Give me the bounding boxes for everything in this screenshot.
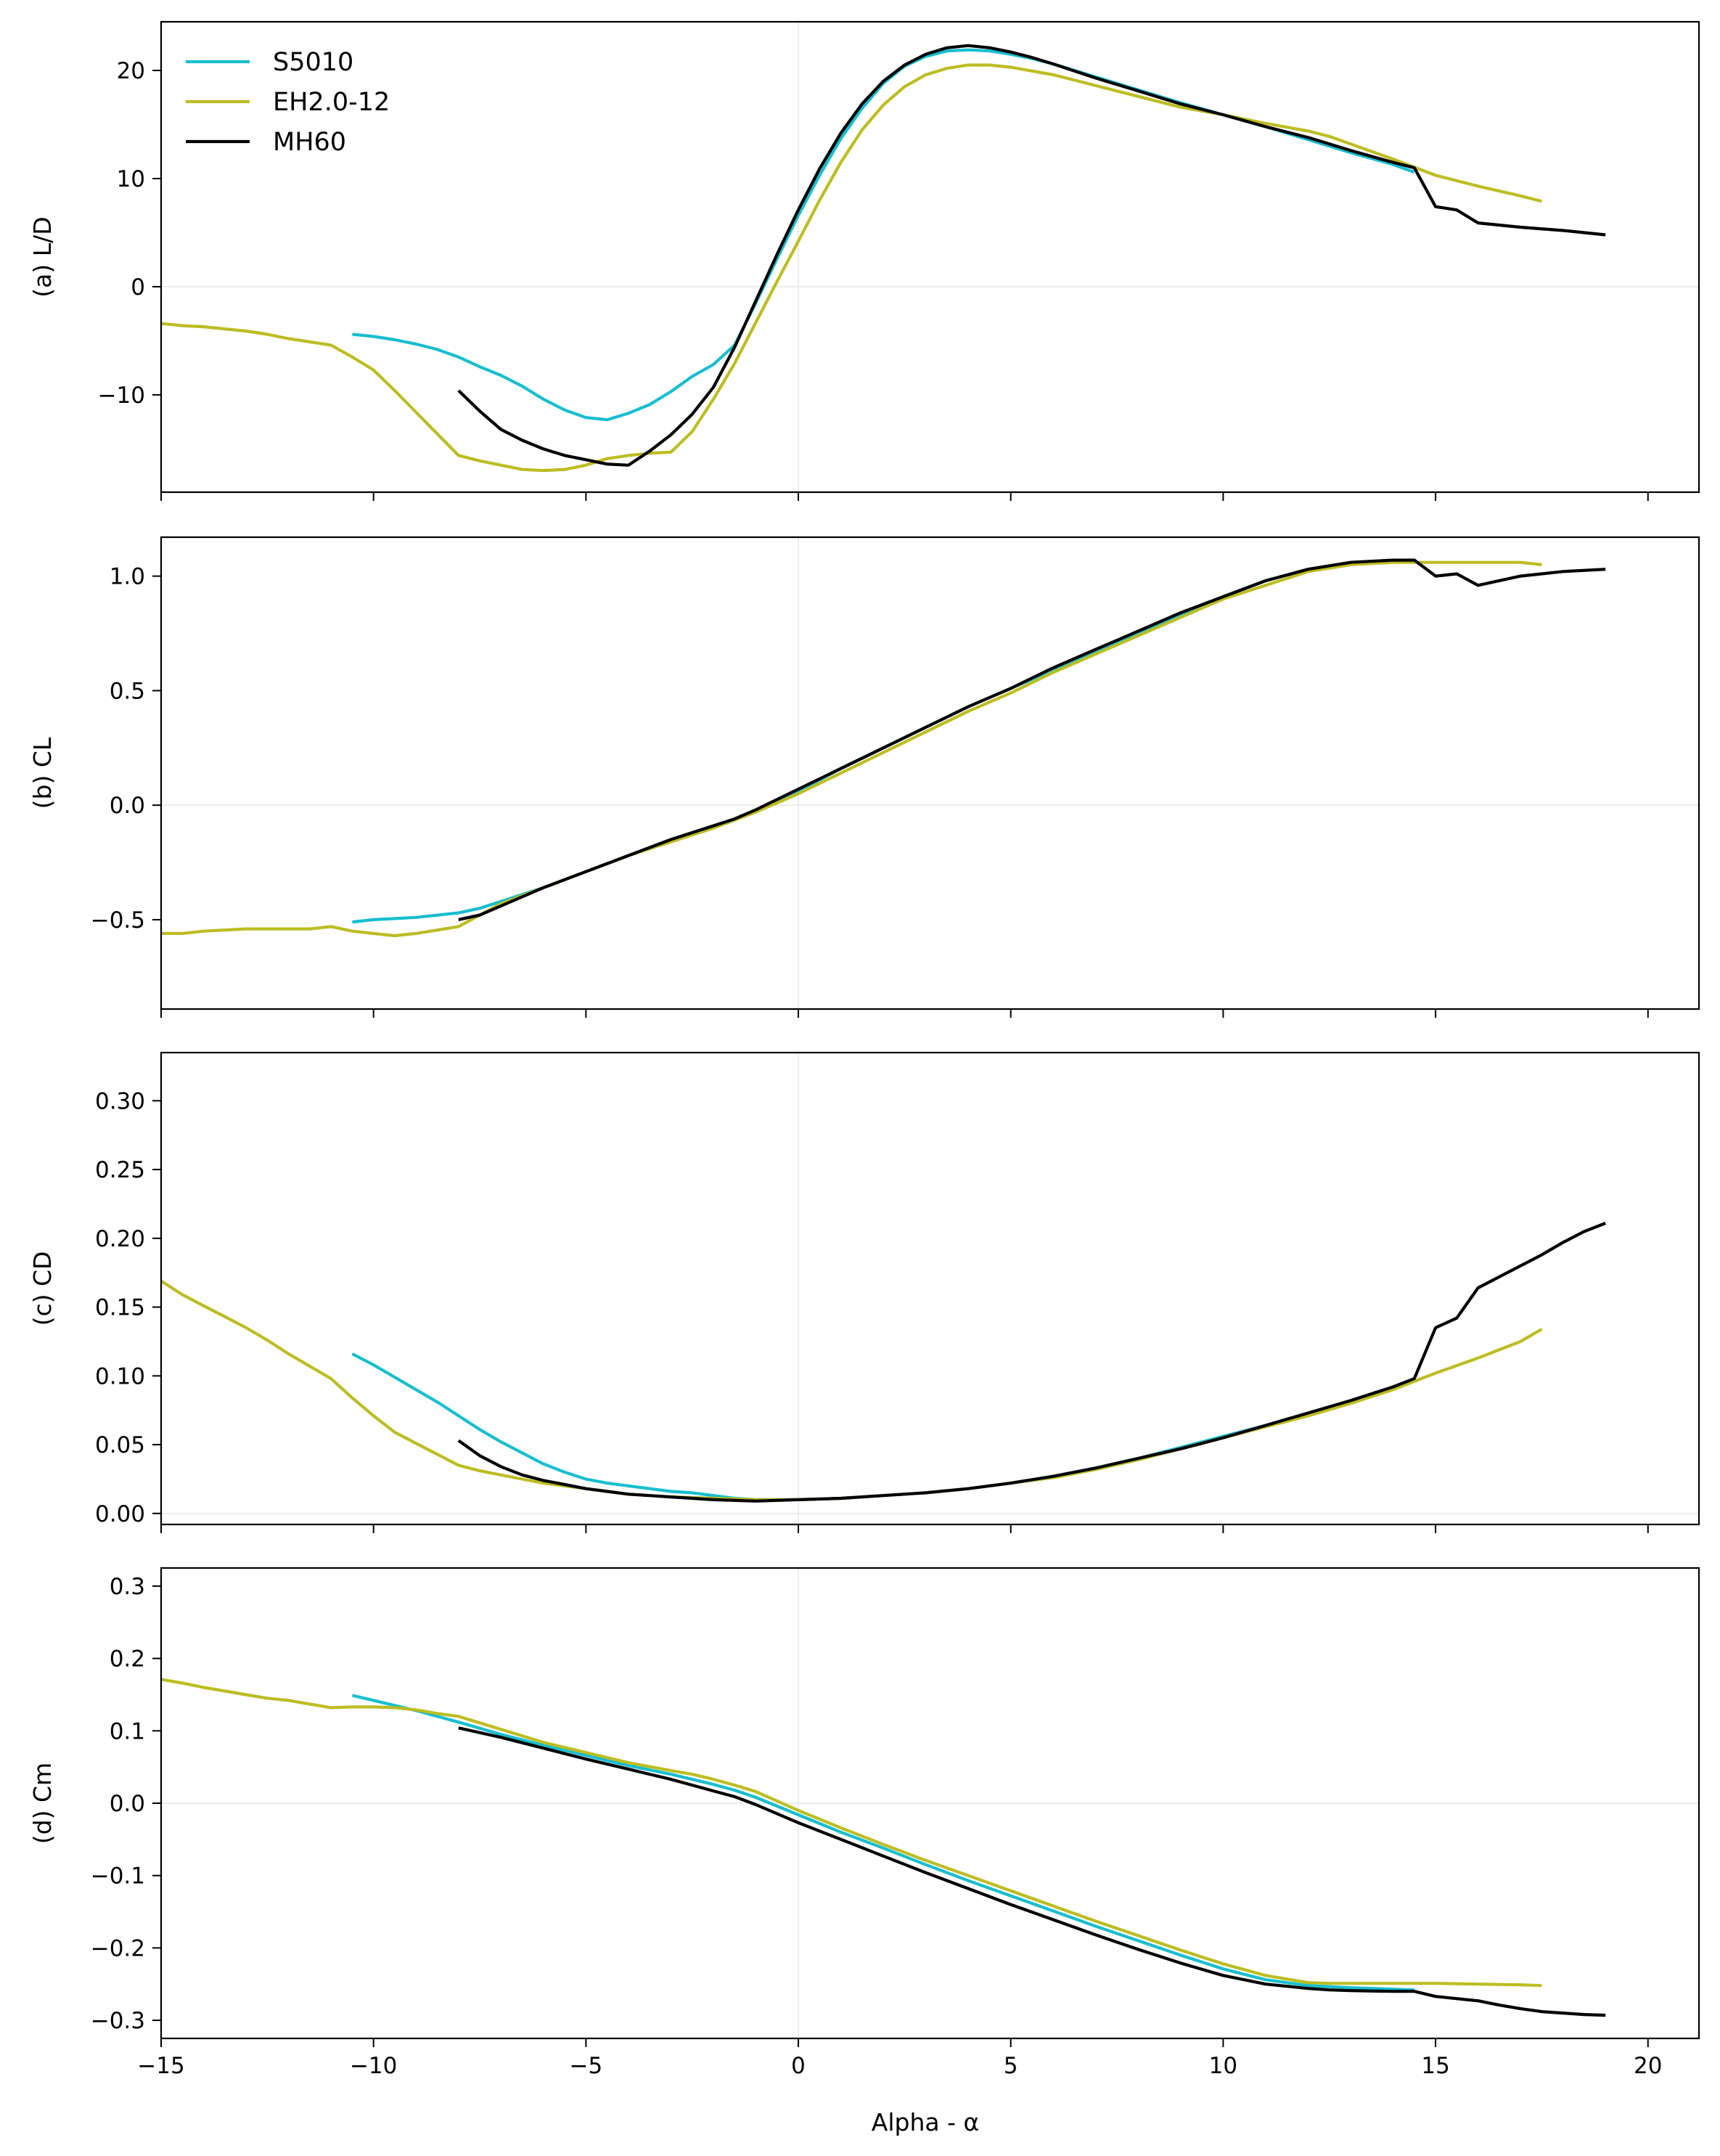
series-line-mh60 <box>457 1222 1606 1503</box>
x-axis-label: Alpha - α <box>872 2108 979 2136</box>
x-tick-label: 10 <box>1209 2053 1237 2079</box>
series-lines <box>161 1678 1606 2017</box>
y-tick-label: 10 <box>117 166 145 192</box>
panel-frame <box>160 20 1700 494</box>
y-tick-label: 0.30 <box>95 1088 145 1114</box>
series-line-eh2-0-12 <box>161 1678 1542 1988</box>
y-tick-label: −0.5 <box>91 907 145 934</box>
x-tick-label: −15 <box>137 2053 184 2079</box>
y-tick-label: 0.0 <box>110 793 145 819</box>
y-tick-label: 0.25 <box>95 1157 145 1183</box>
series-line-mh60 <box>458 1726 1606 2017</box>
series-line-s5010 <box>351 1694 1414 1992</box>
panel-b: −0.5 0.0 0.5 1.0 (b) CL <box>28 536 1700 1018</box>
x-tick-label: 5 <box>1004 2053 1018 2079</box>
legend-label: S5010 <box>273 48 353 77</box>
y-tick-label: 0.5 <box>110 678 145 704</box>
panel-c: 0.00 0.05 0.10 0.15 0.20 0.25 0.30 (c) CD <box>28 1051 1700 1533</box>
series-line-eh2-0-12 <box>161 560 1542 938</box>
series-lines <box>161 1222 1606 1503</box>
x-tick-label: −10 <box>350 2053 397 2079</box>
y-tick-label: −0.3 <box>91 2008 145 2034</box>
y-tick-label: −10 <box>98 383 145 409</box>
panel-a: −10 0 10 20 (a) L/D <box>28 20 1700 501</box>
y-tick-label: 0.0 <box>110 1791 145 1817</box>
x-tick-label: 0 <box>791 2053 806 2079</box>
series-line-mh60 <box>457 44 1606 467</box>
y-axis-label: (a) L/D <box>28 216 57 297</box>
legend: S5010 EH2.0-12 MH60 <box>186 48 390 157</box>
y-tick-label: 0.3 <box>110 1574 145 1600</box>
panel-d: −15 −10 −5 0 5 10 15 20 −0.3 −0.2 −0.1 0.0 0.1 0.2 0.3… <box>28 1567 1700 2079</box>
series-lines <box>161 558 1606 938</box>
y-tick-label: 0.2 <box>110 1646 145 1673</box>
panel-frame <box>160 1051 1700 1526</box>
y-tick-label: 0.00 <box>95 1501 145 1527</box>
y-tick-label: 0.1 <box>110 1718 145 1744</box>
y-tick-label: −0.1 <box>91 1863 145 1890</box>
legend-label: EH2.0-12 <box>273 88 390 117</box>
y-tick-label: 20 <box>117 58 145 84</box>
y-axis-label: (d) Cm <box>28 1763 57 1844</box>
y-tick-label: 0.15 <box>95 1295 145 1321</box>
y-tick-label: −0.2 <box>91 1935 145 1961</box>
y-axis-label: (c) CD <box>28 1251 57 1326</box>
legend-label: MH60 <box>273 128 346 157</box>
x-tick-label: 15 <box>1421 2053 1449 2079</box>
y-tick-label: 0.20 <box>95 1226 145 1252</box>
y-axis-label: (b) CL <box>28 737 57 809</box>
series-lines <box>161 44 1606 473</box>
y-tick-label: 0 <box>131 274 145 301</box>
y-tick-label: 1.0 <box>110 564 145 590</box>
y-tick-label: 0.10 <box>95 1363 145 1389</box>
x-tick-label: −5 <box>570 2053 603 2079</box>
series-line-mh60 <box>458 558 1606 921</box>
y-tick-label: 0.05 <box>95 1432 145 1458</box>
x-tick-label: 20 <box>1634 2053 1662 2079</box>
panel-frame <box>160 536 1700 1010</box>
